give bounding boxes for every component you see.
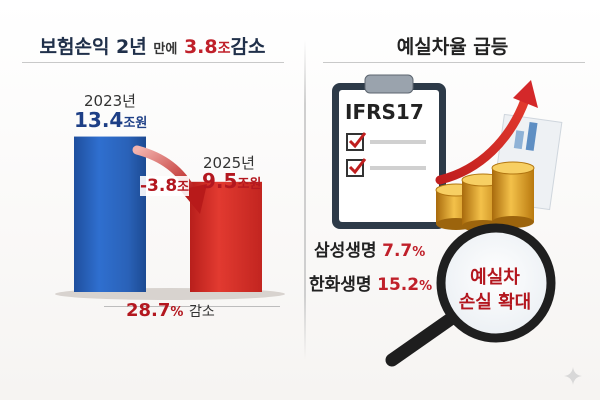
right-panel: 예실차율 급등 xyxy=(305,0,600,400)
rising-arrow-icon xyxy=(435,80,538,185)
decline-pct-sym: % xyxy=(170,305,184,320)
coin-stack-right xyxy=(491,161,535,228)
label-2023: 2023년 xyxy=(84,90,136,111)
magnifier-text: 예실차 손실 확대 xyxy=(443,265,547,315)
insurer-name: 한화생명 xyxy=(309,275,372,295)
magnifier-text-line2: 손실 확대 xyxy=(458,292,532,313)
bar-2023 xyxy=(74,136,146,292)
check-icon-1 xyxy=(348,132,367,149)
insurer-value-num: 15.2 xyxy=(377,275,420,295)
right-title: 예실차율 급등 xyxy=(396,36,509,58)
title-text-1: 보험손익 2년 xyxy=(39,36,147,58)
label-2025: 2025년 xyxy=(203,152,255,173)
value-2025-unit: 조원 xyxy=(237,177,262,192)
insurer-value: 7.7% xyxy=(382,241,425,261)
checkbox-1 xyxy=(346,133,364,151)
title-clipboard-label xyxy=(300,0,600,40)
title-underline xyxy=(22,62,284,63)
insurer-row-samsung: 삼성생명 7.7% xyxy=(314,236,425,261)
change-label: -3.8조 xyxy=(140,176,190,196)
value-2025: 9.5조원 xyxy=(202,169,261,193)
left-title: 보험손익 2년 만에 3.8조감소 xyxy=(0,32,305,59)
check-icon-2 xyxy=(348,158,367,175)
insurer-row-hanwha: 한화생명 15.2% xyxy=(309,270,432,295)
insurer-value-unit: % xyxy=(419,279,433,294)
magnifier-handle xyxy=(385,311,459,367)
checkbox-2 xyxy=(346,159,364,177)
change-num: -3.8 xyxy=(140,176,178,196)
title-highlight-unit: 조 xyxy=(217,41,231,57)
clipboard-label: IFRS17 xyxy=(345,100,424,124)
panel-divider xyxy=(304,40,306,360)
sparkle-icon xyxy=(564,367,582,385)
clipboard-clip xyxy=(364,74,414,94)
title-highlight: 3.8 xyxy=(183,36,218,58)
bar-chart xyxy=(55,136,285,300)
value-2023: 13.4조원 xyxy=(74,108,147,132)
magnifier-lens xyxy=(436,223,556,343)
insurer-name: 삼성생명 xyxy=(314,241,377,261)
change-unit: 조 xyxy=(177,180,190,195)
value-2023-unit: 조원 xyxy=(123,116,148,131)
coin-stacks-icon xyxy=(435,161,535,232)
title-text-2: 만에 xyxy=(153,42,178,57)
clipboard-paper xyxy=(339,90,439,222)
magnifier-icon xyxy=(385,223,556,367)
decline-label: 28.7% 감소 xyxy=(126,300,215,321)
insurer-value-unit: % xyxy=(412,245,426,260)
title-text-3: 감소 xyxy=(230,36,266,58)
right-title-underline xyxy=(323,62,585,63)
year-2025: 2025년 xyxy=(203,154,255,172)
clipboard xyxy=(332,74,446,229)
magnifier-text-line1: 예실차 xyxy=(470,267,520,288)
insurer-value-num: 7.7 xyxy=(382,241,413,261)
bottom-rule xyxy=(104,306,280,307)
decline-word: 감소 xyxy=(189,304,215,320)
decline-pct: 28.7 xyxy=(126,300,171,321)
value-2023-num: 13.4 xyxy=(74,108,124,132)
value-2025-num: 9.5 xyxy=(202,169,238,193)
year-2023: 2023년 xyxy=(84,92,136,110)
insurer-value: 15.2% xyxy=(377,275,432,295)
left-panel: 보험손익 2년 만에 3.8조감소 xyxy=(0,32,305,321)
